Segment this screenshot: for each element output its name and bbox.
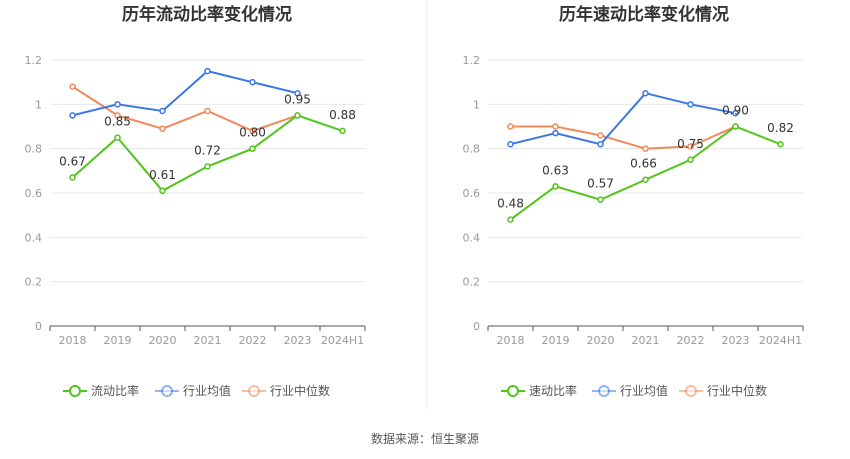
panel2-data-point [732,123,739,130]
panel1-data-point [114,101,121,108]
panel2-legend-marker-3[interactable] [685,385,697,397]
panel1-data-label: 0.61 [149,168,176,182]
panel1-data-label: 0.85 [104,115,131,129]
panel1-y-tick-label: 0.2 [25,276,43,289]
panel2-data-point [597,140,604,148]
panel1-x-tick-label: 2021 [194,334,222,347]
panel2-y-tick-label: 0.2 [463,276,481,289]
panel1-data-point [114,134,121,141]
panel2-data-point [507,123,514,130]
panel2-chart-title: 历年速动比率变化情况 [559,4,729,25]
panel1-data-label: 0.88 [329,108,356,122]
panel2-data-point [687,101,694,108]
panel2-data-point [552,183,559,190]
panel1-data-point [339,127,346,135]
panel2-legend-label-3[interactable]: 行业中位数 [707,383,767,398]
panel1-data-label: 0.72 [194,143,221,157]
panel2-data-point [687,143,694,150]
data-source-text: 数据来源：恒生聚源 [371,431,479,446]
panel1-data-point [249,78,256,86]
panel1-data-point [204,67,211,75]
panel2-x-tick-label: 2021 [632,334,660,347]
panel2-legend-marker-2[interactable] [598,385,610,397]
panel1-x-tick-label: 2022 [239,334,267,347]
panel1-y-tick-label: 0.6 [25,187,43,200]
panel1-data-point [204,107,211,115]
panel2-y-tick-label: 0.8 [463,143,481,156]
panel1-x-tick-label: 2020 [149,334,177,347]
panel2-x-tick-label: 2019 [542,334,570,347]
panel1-data-label: 0.95 [284,92,311,106]
panel2-data-label: 0.48 [497,197,524,211]
panel2-data-point [642,145,649,152]
panel2-data-point [597,196,604,203]
panel2-series-line-2 [510,92,736,146]
panel2-x-tick-label: 2022 [677,334,705,347]
panel2-data-point [507,216,514,223]
panel1-data-point [69,174,76,181]
panel2-y-tick-label: 0.4 [463,231,481,244]
panel2-x-tick-label: 2024H1 [759,334,802,347]
panel2-data-label: 0.75 [677,137,704,151]
panel1-data-point [114,112,121,119]
panel1-legend-marker-3[interactable] [248,385,260,397]
panel2-legend-marker-1[interactable] [507,385,519,397]
panel1-data-point [249,145,256,152]
panel2-data-label: 0.90 [722,104,749,118]
panel1-legend-marker-2[interactable] [161,385,173,397]
panel1-data-point [294,112,301,119]
panel1-legend-label-3[interactable]: 行业中位数 [270,383,330,398]
panel1-chart-title: 历年流动比率变化情况 [122,4,292,25]
panel2-data-point [552,129,559,137]
panel2-y-tick-label: 0.6 [463,187,481,200]
panel1-legend-label-2[interactable]: 行业均值 [183,383,231,398]
panel2-y-tick-label: 1.2 [463,54,481,67]
panel1-data-point [69,112,76,119]
panel2-x-tick-label: 2020 [587,334,615,347]
panel1-data-label: 0.67 [59,154,86,168]
panel1-data-point [159,125,166,132]
panel1-data-point [159,107,166,115]
panel2-data-label: 0.63 [542,163,569,177]
panel2-legend-label-1[interactable]: 速动比率 [529,383,577,398]
panel2-data-label: 0.82 [767,121,794,135]
panel1-data-point [69,83,76,90]
panel1-y-tick-label: 1.2 [25,54,43,67]
panel2-data-label: 0.57 [587,177,614,191]
panel1-data-point [204,163,211,170]
panel2-data-point [687,156,694,163]
panel1-legend-marker-1[interactable] [69,385,81,397]
panel1-series-line-2 [72,70,298,117]
panel2-y-tick-label: 0 [473,320,480,333]
panel2-data-point [777,140,784,148]
panel2-series-line-3 [510,125,736,150]
panel1-legend-label-1[interactable]: 流动比率 [91,383,139,398]
panel2-x-tick-label: 2023 [722,334,750,347]
panel1-y-tick-label: 0.8 [25,143,43,156]
panel2-data-point [642,90,649,97]
panel2-data-point [507,140,514,148]
panel2-legend-label-2[interactable]: 行业均值 [620,383,668,398]
panel1-y-tick-label: 0 [35,320,42,333]
panel1-data-point [249,127,256,135]
panel1-data-point [159,187,166,195]
panel2-data-point [552,123,559,130]
panel1-x-tick-label: 2019 [104,334,132,347]
panel2-x-tick-label: 2018 [497,334,525,347]
panel1-y-tick-label: 0.4 [25,231,43,244]
panel1-x-tick-label: 2024H1 [321,334,364,347]
panel1-series-line-3 [71,85,298,132]
panel1-data-label: 0.80 [239,126,266,140]
panel1-data-point [294,90,301,97]
panel2-data-point [597,132,604,139]
panel2-data-point [732,109,739,117]
panel1-x-tick-label: 2018 [59,334,87,347]
panel1-x-tick-label: 2023 [284,334,312,347]
panel1-y-tick-label: 1 [35,98,42,111]
panel2-y-tick-label: 1 [473,98,480,111]
panel2-data-point [642,176,649,183]
panel2-data-label: 0.66 [630,157,657,171]
